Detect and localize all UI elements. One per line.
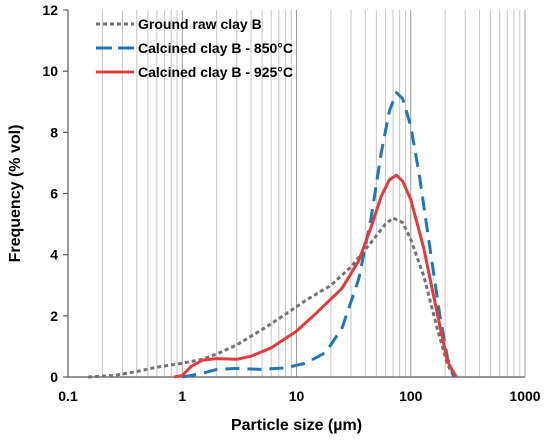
y-tick-label: 2 bbox=[50, 308, 58, 324]
series-line-2 bbox=[182, 91, 456, 379]
series-line-3 bbox=[173, 173, 458, 379]
y-tick-label: 0 bbox=[50, 369, 58, 385]
x-axis-title: Particle size (µm) bbox=[231, 417, 362, 434]
x-tick-label: 100 bbox=[399, 388, 423, 404]
series-lines bbox=[88, 91, 458, 379]
legend: Ground raw clay B Calcined clay B - 850°C… bbox=[96, 16, 293, 80]
legend-label-1: Ground raw clay B bbox=[138, 16, 262, 32]
y-tick-label: 6 bbox=[50, 186, 58, 202]
y-axis-title: Frequency (% vol) bbox=[7, 125, 24, 263]
legend-label-3: Calcined clay B - 925°C bbox=[138, 64, 293, 80]
x-tick-label: 0.1 bbox=[58, 388, 78, 404]
y-tick-label: 8 bbox=[50, 124, 58, 140]
tick-labels: 0.1 1 10 100 1000 0 2 4 6 8 10 12 bbox=[42, 2, 540, 404]
legend-label-2: Calcined clay B - 850°C bbox=[138, 40, 293, 56]
y-tick-label: 4 bbox=[50, 247, 58, 263]
x-tick-label: 10 bbox=[289, 388, 305, 404]
grid-lines bbox=[101, 10, 526, 377]
x-tick-label: 1 bbox=[178, 388, 186, 404]
x-tick-label: 1000 bbox=[509, 388, 540, 404]
y-tick-label: 10 bbox=[42, 63, 58, 79]
axes bbox=[63, 9, 525, 378]
y-tick-label: 12 bbox=[42, 2, 58, 18]
axis-titles: Particle size (µm) Frequency (% vol) bbox=[7, 125, 362, 434]
